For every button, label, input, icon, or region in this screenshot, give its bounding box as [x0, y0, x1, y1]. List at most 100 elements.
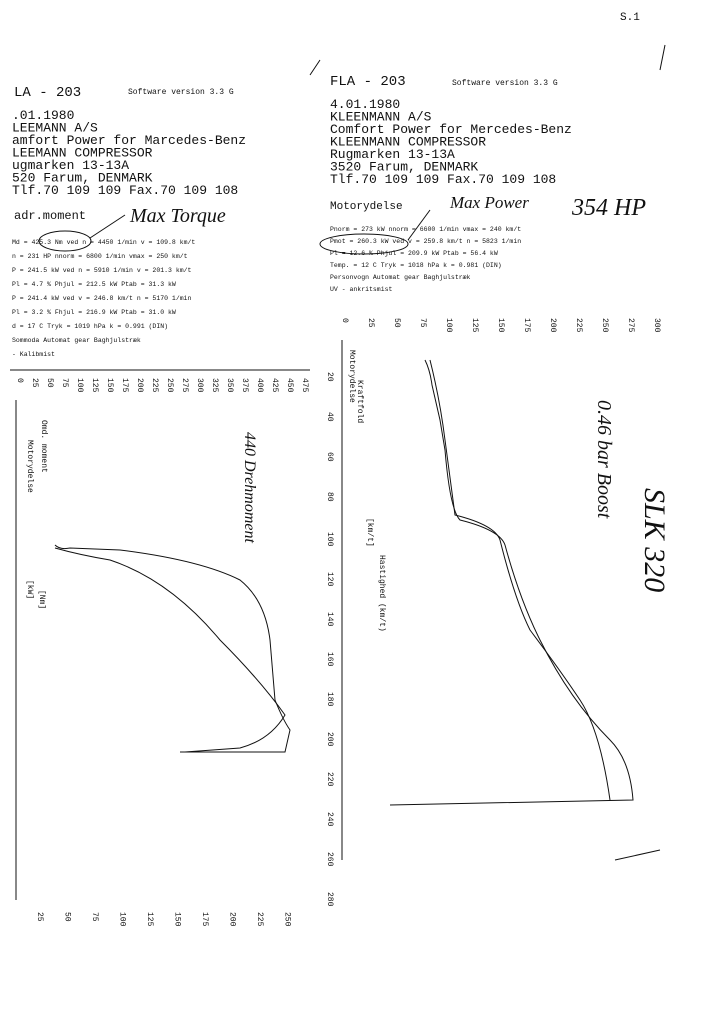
stat-line: - Kalibmist: [12, 351, 55, 358]
sheet-title: LA - 203: [14, 85, 81, 101]
axis-label: Motorydelse: [25, 440, 34, 493]
header-line: 4.01.1980: [330, 97, 400, 112]
tick-label: 275: [626, 318, 635, 333]
tick-label: 75: [90, 912, 99, 922]
tick-label: 250: [283, 912, 292, 927]
header-line: 3520 Farum, DENMARK: [330, 160, 478, 175]
curve: [54, 547, 286, 753]
header-line: Comfort Power for Mercedes-Benz: [330, 122, 572, 137]
tick-label: 200: [228, 912, 237, 927]
stat-line: UV - ankritsmist: [330, 286, 393, 293]
header-line: Tlf.70 109 109 Fax.70 109 108: [12, 183, 238, 198]
tick-label: 20: [325, 372, 334, 382]
tick-label: 260: [325, 852, 334, 867]
stat-line: Pmot = 260.3 kW ved v = 259.8 km/t n = 5…: [330, 238, 521, 245]
axis-label: [kW]: [25, 580, 34, 599]
header-line: amfort Power for Marcedes-Benz: [12, 133, 246, 148]
tick-label: 40: [325, 412, 334, 422]
tick-label: 175: [200, 912, 209, 927]
stat-line: P = 241.4 kW ved v = 246.8 km/t n = 5170…: [12, 295, 192, 302]
tick-label: 150: [105, 378, 114, 393]
tick-label: 220: [325, 772, 334, 787]
handwriting: Max Power: [449, 193, 529, 212]
axis-label: Omd. moment: [39, 420, 48, 473]
axis-label: Hastighed (km/t): [377, 555, 386, 632]
tick-label: 225: [150, 378, 159, 393]
tick-label: 100: [444, 318, 453, 333]
header-line: KLEENMANN A/S: [330, 110, 432, 125]
stat-line: Sommoda Automat gear Baghjulstræk: [12, 337, 141, 344]
tick-label: 100: [325, 532, 334, 547]
axis-label: Motorydelse: [347, 350, 356, 403]
stat-line: Personvogn Automat gear Baghjulstræk: [330, 274, 471, 281]
tick-label: 140: [325, 612, 334, 627]
tick-label: 225: [255, 912, 264, 927]
handwriting: 354 HP: [571, 195, 646, 221]
stat-line: n = 231 HP nnorm = 6800 1/min vmax = 250…: [12, 253, 188, 260]
tick-label: 225: [574, 318, 583, 333]
circle: [38, 230, 92, 252]
tick-label: 50: [63, 912, 72, 922]
stat-line: Pl = 12.6 % Phjul = 209.9 kW Ptab = 56.4…: [330, 250, 498, 257]
tick-label: 450: [285, 378, 294, 393]
tick-label: 280: [325, 892, 334, 907]
tick-label: 240: [325, 812, 334, 827]
tick-label: 125: [145, 912, 154, 927]
handwriting: Max Torque: [129, 205, 226, 227]
section-title: adr.moment: [14, 209, 86, 223]
header-line: KLEENMANN COMPRESSOR: [330, 135, 486, 150]
curve: [54, 544, 291, 753]
tick-label: 25: [30, 378, 39, 388]
stat-line: d = 17 C Tryk = 1019 hPa k = 0.991 (DIN): [12, 323, 168, 330]
tick-label: 60: [325, 452, 334, 462]
handwriting: 0.46 bar Boost: [593, 400, 615, 519]
tick-label: 25: [35, 912, 44, 922]
header-line: LEEMANN COMPRESSOR: [12, 146, 153, 161]
tick-label: 200: [135, 378, 144, 393]
software-version: Software version 3.3 G: [128, 88, 234, 97]
tick-label: 175: [120, 378, 129, 393]
stroke: [309, 44, 666, 861]
tick-label: 25: [366, 318, 375, 328]
tick-label: 250: [600, 318, 609, 333]
drawings: [10, 44, 666, 900]
handwriting: SLK 320: [638, 488, 671, 592]
tick-label: 75: [418, 318, 427, 328]
stat-line: Pl = 4.7 % Phjul = 212.5 kW Ptab = 31.3 …: [12, 281, 176, 288]
tick-label: 100: [75, 378, 84, 393]
curve: [389, 359, 634, 806]
tick-label: 75: [60, 378, 69, 388]
software-version: Software version 3.3 G: [452, 79, 558, 88]
tick-label: 475: [300, 378, 309, 393]
tick-label: 200: [325, 732, 334, 747]
tick-label: 275: [180, 378, 189, 393]
arrow: [407, 209, 431, 241]
header-line: ugmarken 13-13A: [12, 158, 129, 173]
page-number: S.1: [620, 12, 640, 24]
tick-label: 375: [240, 378, 249, 393]
stat-line: P = 241.5 kW ved n = 5910 1/min v = 201.…: [12, 267, 192, 274]
tick-label: 180: [325, 692, 334, 707]
header-line: Tlf.70 109 109 Fax.70 109 108: [330, 172, 556, 187]
header-line: .01.1980: [12, 108, 74, 123]
tick-label: 325: [210, 378, 219, 393]
tick-label: 0: [340, 318, 349, 323]
tick-label: 80: [325, 492, 334, 502]
tick-label: 50: [392, 318, 401, 328]
tick-label: 125: [470, 318, 479, 333]
tick-label: 300: [195, 378, 204, 393]
header-line: Rugmarken 13-13A: [330, 147, 455, 162]
axis-label: [km/t]: [365, 518, 374, 547]
section-title: Motorydelse: [330, 201, 403, 213]
tick-label: 160: [325, 652, 334, 667]
tick-label: 100: [118, 912, 127, 927]
tick-label: 300: [652, 318, 661, 333]
tick-label: 125: [90, 378, 99, 393]
stat-line: Pl = 3.2 % Fhjul = 216.9 kW Ptab = 31.0 …: [12, 309, 176, 316]
axis-label: Kraftfold: [355, 380, 364, 423]
handwriting: 440 Drehmoment: [241, 432, 258, 544]
tick-label: 0: [15, 378, 24, 383]
arrow: [89, 214, 126, 239]
stat-line: Temp. = 12 C Tryk = 1018 hPa k = 0.981 (…: [330, 262, 502, 269]
